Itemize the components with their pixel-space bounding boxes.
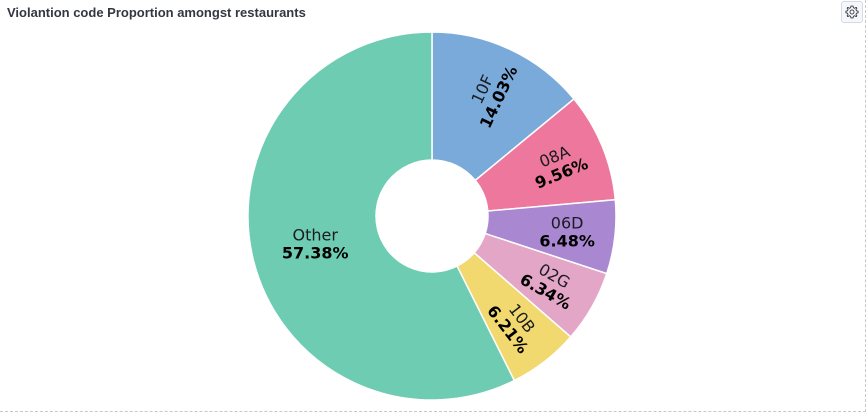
gear-icon <box>845 5 859 19</box>
slice-percent-label: 6.48% <box>539 232 595 251</box>
pie-slice-10f[interactable] <box>431 31 576 182</box>
slice-name-label: 06D <box>551 214 584 233</box>
pie-slice-other[interactable] <box>247 31 516 401</box>
slice-percent-label: 57.38% <box>282 244 349 263</box>
panel-options-button[interactable] <box>841 1 863 23</box>
panel-title: Violantion code Proportion amongst resta… <box>7 5 306 20</box>
slice-name-label: Other <box>292 226 338 245</box>
